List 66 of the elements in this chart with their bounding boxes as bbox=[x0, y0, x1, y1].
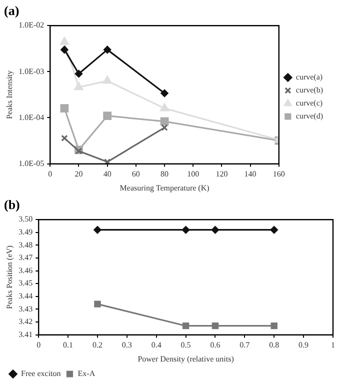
point bbox=[94, 226, 102, 234]
legend-label: Ex-A bbox=[78, 369, 96, 378]
x-tick-label: 0.4 bbox=[151, 340, 162, 350]
point bbox=[104, 158, 111, 164]
x-tick-label: 0.7 bbox=[240, 340, 250, 350]
x-tick-label: 0.2 bbox=[92, 340, 102, 350]
x-tick-label: 140 bbox=[244, 170, 256, 179]
legend-label: curve(b) bbox=[296, 86, 324, 95]
y-tick-label: 1.0E-02 bbox=[18, 20, 44, 30]
y-tick-label: 3.50 bbox=[18, 214, 33, 224]
x-tick-label: 60 bbox=[132, 170, 140, 179]
y-tick-label: 1.0E-03 bbox=[18, 66, 44, 76]
x-tick-label: 40 bbox=[103, 170, 112, 179]
x-axis-title: Power Density (relative units) bbox=[138, 354, 234, 364]
point bbox=[212, 322, 219, 330]
chart-title: (b) bbox=[4, 197, 20, 212]
y-tick-label: 3.49 bbox=[18, 227, 33, 236]
legend-label: curve(a) bbox=[296, 72, 323, 82]
y-tick-label: 3.48 bbox=[18, 240, 33, 250]
y-axis-title: Peaks Position (eV) bbox=[4, 245, 14, 309]
x-axis-title: Measuring Temperature (K) bbox=[120, 183, 210, 192]
y-tick-label: 3.47 bbox=[18, 253, 33, 262]
y-axis-title: Peaks Intensity bbox=[4, 70, 14, 120]
point bbox=[211, 226, 220, 234]
legend-label: curve(d) bbox=[296, 112, 324, 121]
x-tick-label: 80 bbox=[160, 170, 169, 179]
point bbox=[102, 76, 112, 84]
point bbox=[94, 300, 101, 308]
point bbox=[182, 226, 190, 234]
legend-label: curve(c) bbox=[296, 98, 323, 108]
x-tick-label: 20 bbox=[74, 170, 83, 179]
x-tick-label: 0.3 bbox=[122, 340, 132, 350]
point bbox=[160, 117, 169, 126]
point bbox=[60, 46, 68, 54]
point bbox=[60, 104, 69, 113]
point bbox=[60, 37, 69, 45]
x-tick-label: 0.8 bbox=[269, 340, 280, 350]
x-tick-label: 0.9 bbox=[298, 340, 309, 350]
x-tick-label: 0 bbox=[48, 170, 52, 179]
y-tick-label: 3.44 bbox=[18, 291, 33, 300]
point bbox=[103, 112, 112, 120]
y-tick-label: 3.45 bbox=[18, 278, 33, 288]
y-tick-label: 3.41 bbox=[18, 330, 33, 339]
point bbox=[104, 46, 112, 54]
y-tick-label: 1.0E-05 bbox=[18, 158, 44, 168]
legend-label: Free exciton bbox=[21, 369, 61, 378]
x-tick-label: 0.6 bbox=[210, 340, 220, 350]
x-tick-label: 160 bbox=[272, 170, 285, 179]
x-tick-label: 0.1 bbox=[63, 340, 74, 350]
point bbox=[160, 89, 168, 98]
point bbox=[270, 226, 278, 234]
y-tick-label: 1.0E-04 bbox=[18, 112, 44, 122]
x-tick-label: 120 bbox=[216, 170, 228, 179]
x-tick-label: 100 bbox=[187, 170, 200, 179]
point bbox=[160, 103, 169, 112]
chart-title: (a) bbox=[4, 3, 20, 18]
point bbox=[270, 322, 278, 330]
x-tick-label: 1 bbox=[331, 340, 335, 350]
y-tick-label: 3.46 bbox=[18, 266, 33, 275]
point bbox=[74, 70, 83, 78]
y-tick-label: 3.43 bbox=[18, 304, 33, 314]
x-tick-label: 0 bbox=[36, 340, 41, 350]
y-tick-label: 3.42 bbox=[18, 317, 33, 326]
point bbox=[74, 82, 84, 90]
x-tick-label: 0.5 bbox=[180, 340, 191, 350]
point bbox=[182, 322, 190, 330]
